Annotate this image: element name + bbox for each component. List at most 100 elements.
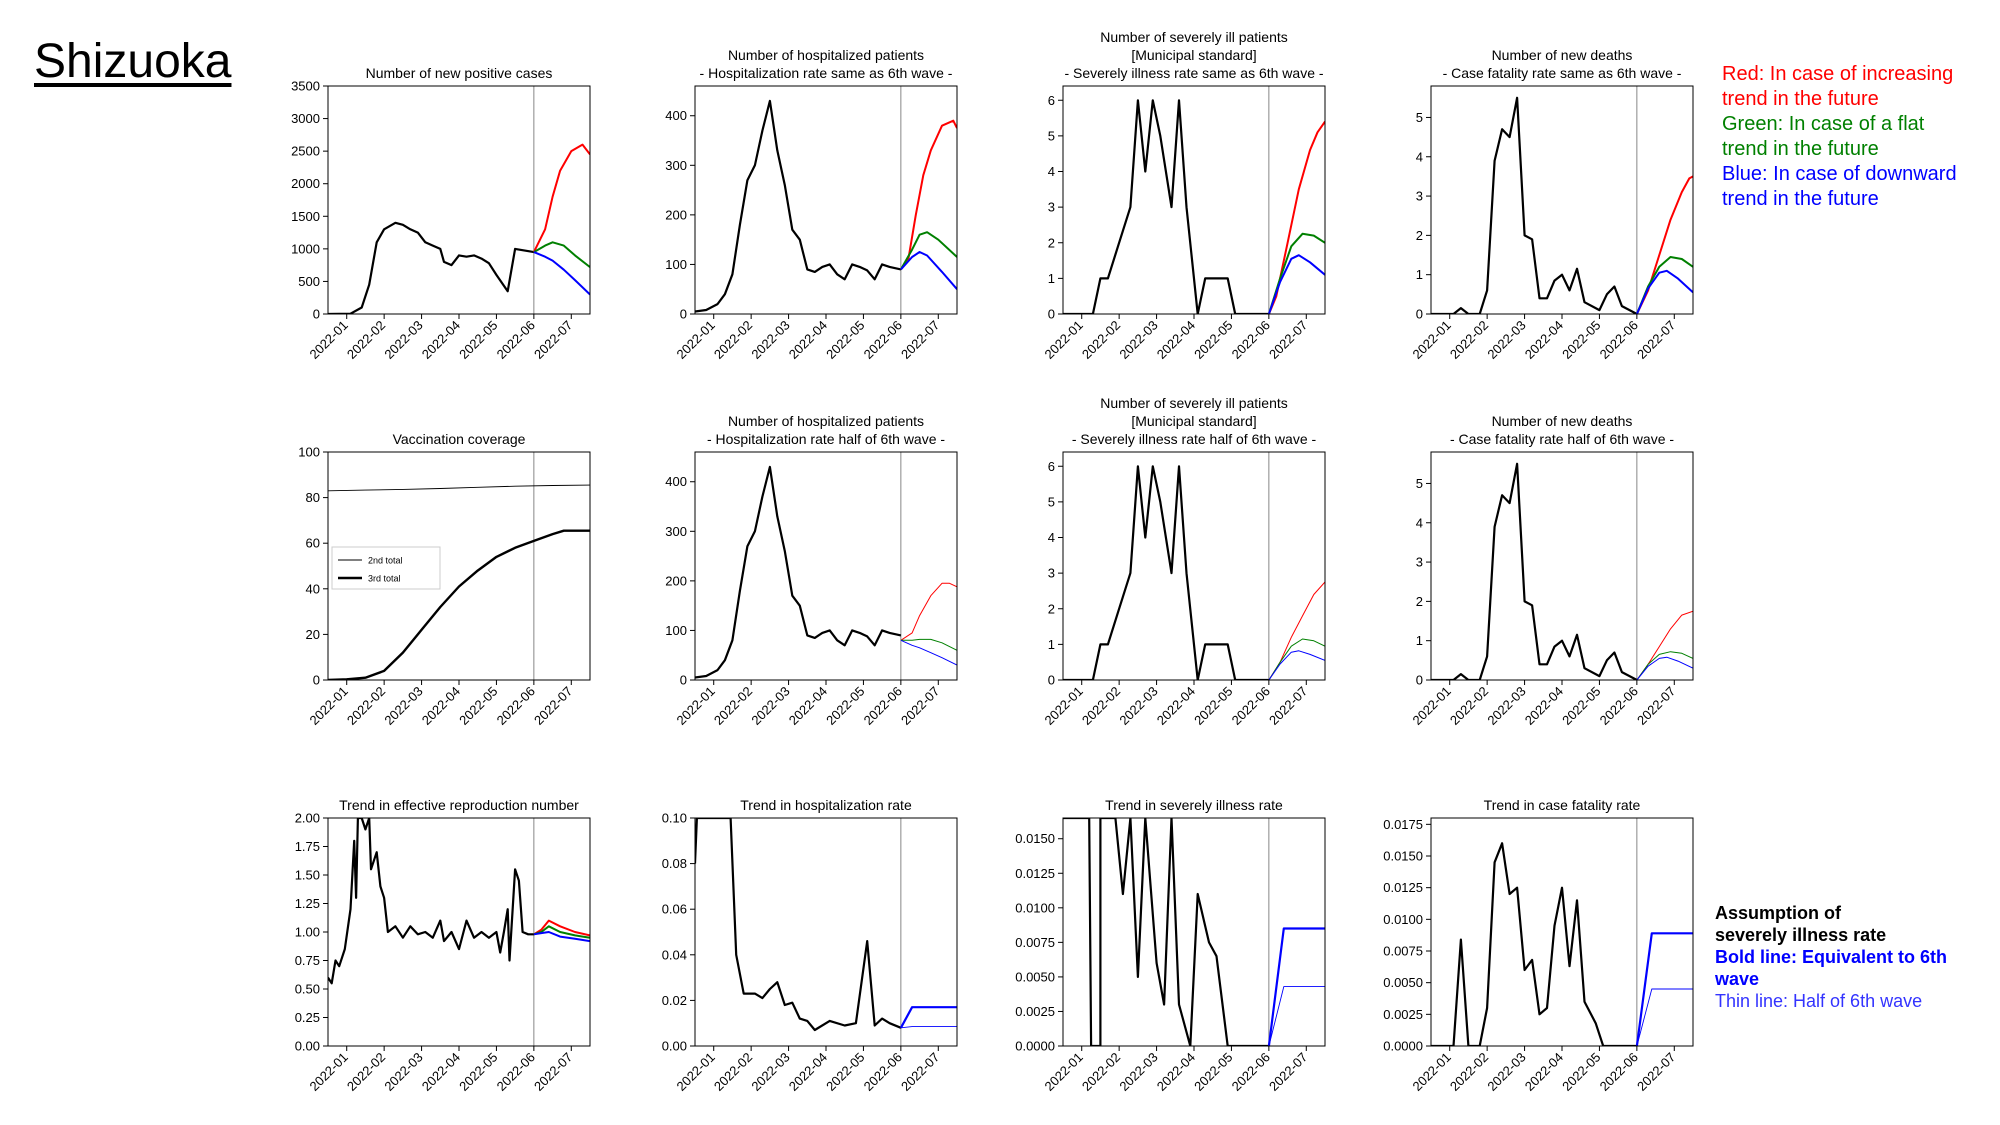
series-line-downward [1636, 656, 1693, 680]
series-line-increasing [1268, 581, 1325, 680]
chart-frame [694, 451, 958, 681]
x-tick-label: 2022-02 [1447, 684, 1491, 728]
legend-note-line: trend in the future [1722, 88, 1879, 110]
x-tick-label: 2022-03 [1484, 318, 1528, 362]
x-tick-label: 2022-02 [1079, 684, 1123, 728]
y-tick-label: 2 [1048, 235, 1055, 250]
chart-title: - Case fatality rate same as 6th wave - [1443, 65, 1682, 81]
chart-hospitalized-6th: Number of hospitalized patients - Hospita… [665, 47, 958, 362]
x-tick-label: 2022-01 [1409, 1050, 1453, 1094]
x-tick-label: 2022-03 [381, 1050, 425, 1094]
x-tick-label: 2022-01 [1041, 684, 1085, 728]
y-tick-label: 2 [1416, 228, 1423, 243]
legend-note-line: trend in the future [1722, 188, 1879, 210]
y-tick-label: 20 [306, 627, 320, 642]
series-line-flat [1268, 638, 1325, 680]
x-tick-label: 2022-01 [306, 1050, 350, 1094]
x-tick-label: 2022-07 [1634, 1050, 1678, 1094]
y-tick-label: 500 [298, 274, 320, 289]
y-tick-label: 5 [1048, 128, 1055, 143]
x-tick-label: 2022-05 [456, 318, 500, 362]
series-line-actual [1063, 818, 1269, 1046]
chart-legend [331, 546, 441, 590]
series-line-bold [328, 529, 590, 680]
y-tick-label: 5 [1048, 494, 1055, 509]
chart-title: Number of hospitalized patients [728, 413, 924, 429]
x-tick-label: 2022-05 [456, 1050, 500, 1094]
series-line-increasing [900, 119, 957, 270]
y-tick-label: 1.00 [295, 925, 320, 940]
projection-legend-note: Red: In case of increasing trend in the … [1722, 62, 1957, 212]
x-tick-label: 2022-02 [1079, 318, 1123, 362]
chart-title: - Severely illness rate same as 6th wave… [1064, 65, 1323, 81]
series-line-actual [1063, 465, 1269, 680]
x-tick-label: 2022-03 [381, 684, 425, 728]
y-tick-label: 0.25 [295, 1010, 320, 1025]
chart-title: [Municipal standard] [1131, 413, 1256, 429]
series-line-increasing [1267, 121, 1325, 314]
y-tick-label: 300 [665, 524, 687, 539]
x-tick-label: 2022-03 [1116, 1050, 1160, 1094]
chart-title: Trend in hospitalization rate [740, 797, 912, 813]
x-tick-label: 2022-02 [711, 318, 755, 362]
page-title: Shizuoka [34, 35, 232, 88]
y-tick-label: 0.04 [662, 947, 687, 962]
series-line-increasing [533, 143, 590, 253]
x-tick-label: 2022-05 [1191, 318, 1235, 362]
y-tick-label: 0.0100 [1015, 900, 1055, 915]
x-tick-label: 2022-04 [419, 1050, 463, 1094]
series-line-downward [1635, 269, 1693, 314]
x-tick-label: 2022-02 [711, 1050, 755, 1094]
y-tick-label: 400 [665, 108, 687, 123]
x-tick-label: 2022-06 [1229, 684, 1273, 728]
x-tick-label: 2022-05 [1191, 684, 1235, 728]
x-tick-label: 2022-01 [306, 684, 350, 728]
y-tick-label: 3000 [291, 111, 320, 126]
legend-note-line: Blue: In case of downward [1722, 163, 1957, 185]
x-tick-label: 2022-07 [1634, 318, 1678, 362]
x-tick-label: 2022-07 [531, 684, 575, 728]
chart-frame [1062, 85, 1326, 315]
x-tick-label: 2022-07 [1266, 318, 1310, 362]
series-line-downward [533, 251, 590, 296]
y-tick-label: 0 [1048, 673, 1055, 688]
x-tick-label: 2022-07 [1266, 684, 1310, 728]
y-tick-label: 4 [1416, 149, 1423, 164]
x-tick-label: 2022-06 [861, 1050, 905, 1094]
chart-new-deaths-6th: Number of new deaths - Case fatality rate… [1409, 47, 1694, 362]
chart-frame [1062, 817, 1326, 1047]
y-tick-label: 100 [665, 623, 687, 638]
chart-title: Trend in severely illness rate [1105, 797, 1283, 813]
chart-title: Number of new deaths [1492, 47, 1633, 63]
chart-title: Vaccination coverage [393, 431, 526, 447]
chart-severely-ill-half: Number of severely ill patients [Municipa… [1041, 395, 1326, 728]
y-tick-label: 2.00 [295, 811, 320, 826]
y-tick-label: 0.0025 [1383, 1007, 1423, 1022]
y-tick-label: 1.50 [295, 868, 320, 883]
x-tick-label: 2022-06 [1597, 318, 1641, 362]
chart-title: Number of new positive cases [366, 65, 553, 81]
x-tick-label: 2022-07 [898, 318, 942, 362]
series-line-downward [1267, 254, 1325, 314]
chart-title: - Hospitalization rate same as 6th wave … [700, 65, 953, 81]
y-tick-label: 0 [313, 673, 320, 688]
x-tick-label: 2022-02 [1447, 318, 1491, 362]
x-tick-label: 2022-04 [419, 684, 463, 728]
assumption-bold-line: wave [1715, 969, 1760, 989]
series-line-actual [1431, 462, 1638, 680]
series-line-actual [1431, 842, 1637, 1046]
chart-frame [1430, 85, 1694, 315]
series-line-bold [1635, 932, 1693, 1046]
series-line-increasing [900, 582, 957, 641]
y-tick-label: 0.0025 [1015, 1004, 1055, 1019]
legend-note-line: trend in the future [1722, 138, 1879, 160]
x-tick-label: 2022-04 [419, 318, 463, 362]
x-tick-label: 2022-02 [711, 684, 755, 728]
chart-frame [1430, 451, 1694, 681]
x-tick-label: 2022-01 [1041, 318, 1085, 362]
y-tick-label: 4 [1048, 164, 1055, 179]
x-tick-label: 2022-07 [531, 318, 575, 362]
y-tick-label: 0.0000 [1015, 1039, 1055, 1054]
x-tick-label: 2022-05 [1559, 318, 1603, 362]
x-tick-label: 2022-05 [823, 318, 867, 362]
